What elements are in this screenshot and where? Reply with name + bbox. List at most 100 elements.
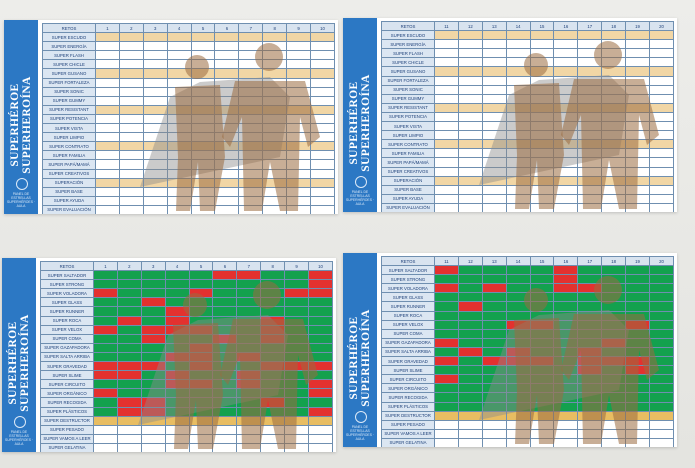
grid-cell (166, 77, 192, 88)
failed-mark (505, 356, 531, 367)
challenge-name: SUPER FAMILIA (42, 150, 96, 161)
failed-mark (93, 361, 118, 372)
done-mark (188, 306, 214, 317)
grid-cell (553, 75, 579, 86)
done-mark (308, 397, 333, 408)
grid-cell (577, 175, 603, 186)
failed-mark (140, 361, 166, 372)
grid-cell (649, 175, 674, 186)
table-row: SUPER ENERGÍA (381, 39, 674, 50)
grid-cell (625, 121, 651, 132)
grid-cell (164, 424, 190, 435)
done-mark (434, 319, 459, 330)
done-mark (601, 292, 627, 303)
failed-mark (434, 374, 459, 385)
done-mark (284, 351, 310, 363)
challenge-name: SUPER PAPÁ/MAMÁ (381, 157, 435, 168)
done-mark (505, 337, 531, 348)
grid-cell (95, 32, 120, 43)
column-header: 12 (457, 20, 483, 32)
grid-cell (625, 102, 651, 113)
column-header: 1 (95, 22, 120, 34)
title-line-2: SUPERHEROÍNA (360, 309, 372, 407)
done-mark (457, 319, 483, 330)
done-mark (236, 297, 262, 308)
grid-cell (505, 93, 531, 104)
done-mark (601, 301, 627, 312)
challenge-name: SUPER CREATIVOS (42, 168, 96, 179)
done-mark (212, 406, 238, 417)
column-header: 18 (601, 255, 627, 267)
grid-cell (118, 159, 144, 170)
done-mark (284, 388, 310, 399)
table-row: SUPER GLASS (40, 297, 333, 308)
challenge-name: SUPER GLASS (40, 297, 94, 308)
done-mark (164, 270, 190, 281)
done-mark (553, 337, 579, 348)
failed-mark (236, 370, 262, 381)
school-logo-icon (355, 411, 367, 423)
done-mark (625, 337, 651, 348)
challenge-name: SUPER VAMOS A LEER (40, 433, 94, 444)
grid-cell (601, 102, 627, 113)
column-header: 6 (214, 22, 240, 34)
grid-cell (481, 419, 507, 430)
column-header: 6 (212, 260, 238, 272)
grid-cell (286, 132, 312, 143)
grid-cell (166, 41, 192, 52)
done-mark (284, 315, 310, 326)
grid-cell (457, 175, 483, 186)
challenge-name: SUPER POTENCIA (42, 113, 96, 125)
grid-cell (529, 30, 555, 41)
done-mark (188, 270, 214, 281)
failed-mark (260, 397, 286, 408)
grid-cell (601, 437, 627, 447)
challenge-name: SUPER GLASS (381, 292, 435, 303)
challenge-name: SUPER VISTA (381, 121, 435, 132)
challenge-name: SUPER BASE (381, 184, 435, 195)
grid-cell (95, 150, 120, 161)
done-mark (260, 297, 286, 308)
done-mark (212, 297, 238, 308)
challenge-name: SUPER DESTRUCTOR (381, 410, 435, 421)
failed-mark (457, 346, 483, 358)
grid-cell (142, 150, 168, 161)
grid-cell (310, 141, 335, 152)
grid-cell (529, 93, 555, 104)
grid-cell (190, 95, 216, 106)
challenge-name: SUPER CHICLE (381, 57, 435, 68)
challenge-name: SUPER EVALUACIÓN (42, 204, 96, 214)
challenge-name: SUPER SALTADOR (40, 270, 94, 281)
grid-cell (214, 186, 240, 197)
failed-mark (188, 351, 214, 363)
done-mark (649, 283, 674, 294)
done-mark (140, 270, 166, 281)
failed-mark (188, 288, 214, 299)
done-mark (116, 324, 142, 335)
challenge-name: SUPER POTENCIA (381, 111, 435, 123)
grid-cell (625, 202, 651, 212)
grid-cell (481, 130, 507, 141)
grid-cell (553, 93, 579, 104)
table-row: SUPER POTENCIA (381, 111, 674, 123)
grid-cell (95, 77, 120, 88)
done-mark (649, 401, 674, 412)
challenge-name: SUPER COMA (40, 333, 94, 344)
grid-cell (166, 186, 192, 197)
done-mark (140, 288, 166, 299)
done-mark (457, 383, 483, 394)
done-mark (93, 279, 118, 290)
grid-cell (260, 442, 286, 452)
challenge-name: SUPER SALTA ARRIBA (381, 346, 435, 358)
challenge-name: SUPER ENERGÍA (381, 39, 435, 50)
grid-cell (625, 184, 651, 195)
grid-cell (262, 41, 288, 52)
challenge-grid: RETOS 1 2 3 4 5 6 7 8 9 10 SUPER ESCUDO SUPER ENERGÍ… (42, 22, 335, 214)
grid-cell (214, 77, 240, 88)
grid-cell (140, 424, 166, 435)
failed-mark (260, 324, 286, 335)
challenge-name: SUPER GELATINA (40, 442, 94, 452)
grid-cell (286, 59, 312, 70)
done-mark (529, 365, 555, 376)
grid-cell (601, 121, 627, 132)
